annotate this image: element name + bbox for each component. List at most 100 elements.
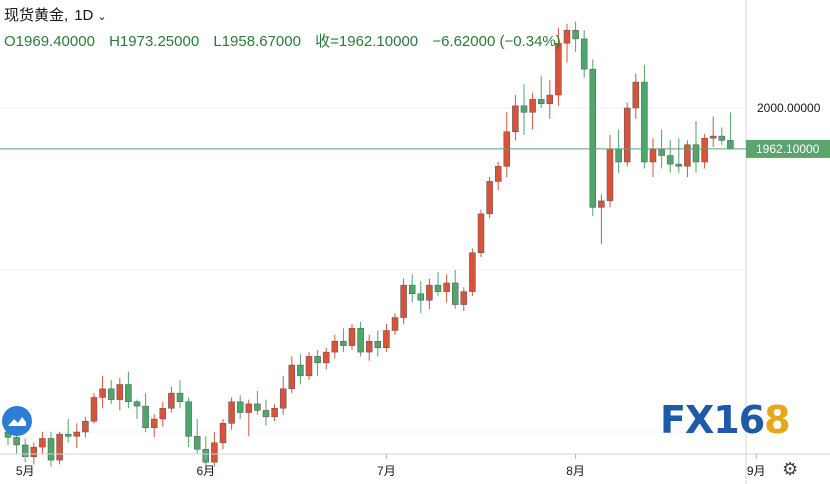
candle-body (82, 420, 89, 433)
price-tick-label[interactable]: 2000.00000 (757, 101, 821, 115)
candle-body (357, 328, 364, 353)
candle-body (185, 401, 192, 437)
candle-body (305, 356, 313, 377)
candle-body (598, 200, 605, 208)
watermark-text: FX16 (660, 398, 765, 442)
candle-body (297, 364, 304, 377)
candle-body (90, 397, 98, 422)
candle-body (520, 105, 528, 113)
candle-body (56, 433, 63, 461)
candle-body (73, 431, 81, 437)
watermark-eight: 8 (764, 398, 790, 442)
candle-body (451, 282, 459, 305)
candle-body (555, 42, 562, 96)
fx168-watermark-logo: FX168 (660, 398, 791, 442)
candle-body (641, 81, 648, 163)
candle-body (469, 252, 476, 292)
candle-body (512, 105, 519, 133)
candle-body (666, 155, 674, 165)
candle-body (460, 291, 468, 305)
candle-body (408, 284, 416, 295)
symbol-title[interactable]: 现货黄金, 1D ⌄ (4, 4, 117, 25)
candle-body (615, 148, 622, 163)
candle-body (331, 341, 339, 353)
high-value: H1973.25000 (109, 33, 200, 50)
candle-body (322, 351, 330, 364)
candle-body (314, 356, 321, 364)
candle-body (150, 418, 158, 428)
candle-body (159, 407, 167, 420)
candle-body (580, 38, 588, 70)
candle-body (709, 135, 717, 139)
candle-body (236, 401, 244, 413)
candle-body (563, 29, 571, 44)
tradingview-logo-icon[interactable] (2, 406, 32, 436)
time-tick-label[interactable]: 6月 (196, 464, 215, 478)
candle-body (211, 442, 218, 463)
interval-label[interactable]: 1D (74, 7, 94, 24)
candle-body (383, 330, 390, 349)
separator: , (64, 7, 69, 24)
candle-body (125, 384, 132, 403)
candle-body (623, 107, 631, 163)
candle-body (30, 446, 38, 458)
candle-body (400, 284, 407, 318)
candle-body (340, 341, 347, 346)
candle-body (572, 29, 579, 40)
candle-body (142, 405, 149, 428)
candle-body (271, 407, 278, 418)
candle-body (13, 437, 20, 446)
time-tick-label[interactable]: 7月 (377, 464, 396, 478)
candle-body (219, 423, 227, 444)
time-tick-label[interactable]: 8月 (566, 464, 585, 478)
symbol-name[interactable]: 现货黄金 (4, 7, 65, 24)
candle-body (47, 438, 55, 461)
candle-body (727, 140, 734, 150)
candle-body (477, 213, 485, 253)
gear-icon[interactable]: ⚙ (782, 459, 799, 479)
chevron-down-icon[interactable]: ⌄ (97, 11, 107, 23)
candle-body (417, 293, 425, 301)
candle-body (348, 328, 356, 346)
change-value: −6.62000 (−0.34%) (432, 33, 561, 50)
candle-body (486, 181, 493, 215)
time-tick-label[interactable]: 9月 (747, 464, 766, 478)
candle-body (658, 148, 665, 156)
candle-body (288, 364, 296, 390)
low-value: L1958.67000 (213, 33, 301, 50)
candle-body (684, 144, 691, 167)
candle-body (262, 410, 270, 418)
open-value: O1969.40000 (4, 33, 95, 50)
candle-body (434, 284, 442, 292)
candle-body (529, 99, 536, 113)
candle-body (537, 99, 545, 104)
candle-body (107, 388, 115, 400)
close-value: 收=1962.10000 (315, 33, 419, 50)
candle-body (494, 166, 502, 182)
candle-body (374, 341, 382, 349)
candle-body (116, 384, 124, 400)
candle-body (193, 436, 201, 450)
current-price-label: 1962.10000 (756, 142, 820, 156)
candle-body (701, 137, 708, 163)
candle-body (133, 401, 141, 407)
ohlc-legend: O1969.40000 H1973.25000 L1958.67000 收=19… (4, 30, 571, 51)
candle-body (692, 144, 700, 163)
grid (0, 107, 746, 433)
candle-body (426, 284, 433, 301)
candle-body (606, 148, 614, 202)
candle-body (39, 438, 46, 448)
candles (4, 21, 734, 470)
candle-body (365, 341, 373, 353)
candle-body (99, 388, 106, 398)
candle-body (718, 135, 726, 141)
time-axis-labels[interactable]: 5月 6月 7月 8月 9月 (16, 454, 766, 478)
candle-body (176, 392, 184, 403)
candle-body (64, 433, 72, 437)
candle-body (279, 388, 287, 409)
candle-body (254, 403, 261, 411)
time-tick-label[interactable]: 5月 (16, 464, 35, 478)
candle-body (443, 282, 450, 292)
candle-body (245, 403, 253, 413)
